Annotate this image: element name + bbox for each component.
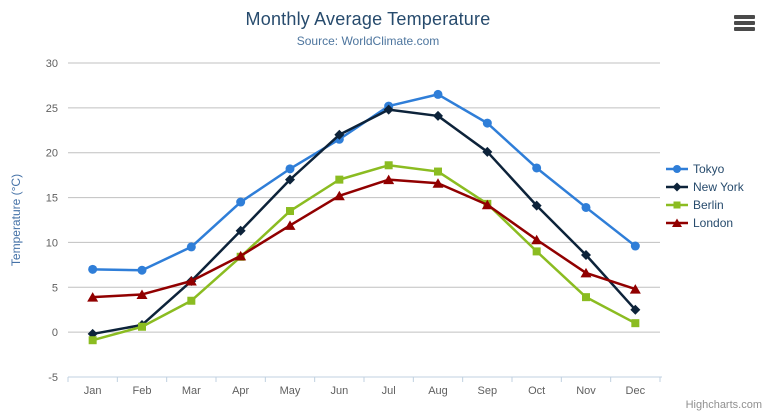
x-axis-label: Oct bbox=[528, 385, 545, 397]
series-berlin[interactable] bbox=[88, 161, 640, 345]
y-axis-label: 10 bbox=[46, 237, 58, 249]
data-point-new-york[interactable] bbox=[482, 146, 493, 157]
data-point-berlin[interactable] bbox=[532, 247, 541, 256]
legend-marker-circle-icon bbox=[666, 165, 688, 173]
chart-subtitle: Source: WorldClimate.com bbox=[296, 34, 440, 48]
series-new-york[interactable] bbox=[87, 104, 641, 339]
data-point-london[interactable] bbox=[235, 250, 247, 261]
legend-label: Tokyo bbox=[693, 162, 725, 176]
y-axis-label: 5 bbox=[52, 282, 58, 294]
y-axis-label: 0 bbox=[52, 327, 58, 339]
data-point-berlin[interactable] bbox=[88, 336, 97, 345]
x-axis-label: Jan bbox=[84, 385, 102, 397]
y-axis-label: 25 bbox=[46, 103, 58, 115]
x-axis-label: Apr bbox=[232, 385, 249, 397]
data-point-tokyo[interactable] bbox=[186, 242, 196, 252]
data-point-london[interactable] bbox=[185, 276, 197, 286]
series-tokyo[interactable] bbox=[88, 89, 640, 275]
data-point-london[interactable] bbox=[87, 292, 99, 302]
data-point-berlin[interactable] bbox=[384, 161, 393, 170]
data-point-new-york[interactable] bbox=[630, 304, 641, 315]
legend-label: New York bbox=[693, 180, 744, 194]
chart-title: Monthly Average Temperature bbox=[245, 9, 491, 29]
x-axis-label: May bbox=[280, 385, 301, 397]
data-point-berlin[interactable] bbox=[434, 167, 442, 176]
y-axis-label: 30 bbox=[46, 58, 58, 70]
x-axis-label: Dec bbox=[626, 385, 646, 397]
y-axis-label: -5 bbox=[48, 372, 58, 384]
data-point-tokyo[interactable] bbox=[285, 164, 295, 174]
data-point-berlin[interactable] bbox=[286, 207, 294, 216]
legend-item-new-york[interactable]: New York bbox=[666, 180, 744, 194]
data-point-london[interactable] bbox=[333, 190, 345, 201]
data-point-london[interactable] bbox=[383, 174, 395, 185]
data-point-berlin[interactable] bbox=[631, 319, 640, 328]
data-point-tokyo[interactable] bbox=[581, 202, 591, 212]
data-point-new-york[interactable] bbox=[235, 225, 246, 236]
menu-bar bbox=[734, 15, 755, 19]
y-axis-label: 20 bbox=[46, 148, 58, 160]
x-axis-label: Nov bbox=[576, 385, 596, 397]
data-point-berlin[interactable] bbox=[582, 293, 590, 302]
x-axis-label: Jul bbox=[382, 385, 396, 397]
menu-bar bbox=[734, 21, 755, 25]
data-point-tokyo[interactable] bbox=[630, 241, 640, 251]
legend-label: Berlin bbox=[693, 198, 724, 212]
data-point-tokyo[interactable] bbox=[482, 118, 492, 128]
legend-label: London bbox=[693, 216, 734, 230]
data-point-tokyo[interactable] bbox=[88, 264, 98, 274]
data-point-tokyo[interactable] bbox=[532, 163, 542, 173]
legend: Tokyo New York Berlin London bbox=[666, 162, 744, 230]
y-axis-label: 15 bbox=[46, 193, 58, 205]
data-point-london[interactable] bbox=[580, 267, 592, 278]
data-point-new-york[interactable] bbox=[383, 104, 394, 115]
legend-item-london[interactable]: London bbox=[666, 216, 744, 230]
x-axis-label: Feb bbox=[133, 385, 152, 397]
x-axis-label: Jun bbox=[330, 385, 348, 397]
x-axis-label: Sep bbox=[478, 385, 498, 397]
data-point-new-york[interactable] bbox=[581, 249, 591, 260]
data-point-london[interactable] bbox=[531, 234, 543, 245]
x-axis-label: Aug bbox=[428, 385, 448, 397]
x-axis-label: Mar bbox=[182, 385, 201, 397]
series-london[interactable] bbox=[87, 174, 641, 302]
data-point-london[interactable] bbox=[136, 289, 148, 299]
data-point-berlin[interactable] bbox=[187, 296, 196, 305]
menu-bar bbox=[734, 27, 755, 31]
data-point-new-york[interactable] bbox=[531, 200, 542, 211]
legend-marker-diamond-icon bbox=[666, 182, 688, 192]
data-point-london[interactable] bbox=[284, 220, 296, 230]
data-point-tokyo[interactable] bbox=[433, 89, 443, 99]
data-point-new-york[interactable] bbox=[285, 174, 295, 185]
legend-item-tokyo[interactable]: Tokyo bbox=[666, 162, 744, 176]
data-point-berlin[interactable] bbox=[335, 175, 344, 184]
hamburger-menu-icon[interactable] bbox=[732, 13, 758, 33]
data-point-new-york[interactable] bbox=[433, 110, 443, 121]
data-point-tokyo[interactable] bbox=[137, 265, 147, 275]
data-point-new-york[interactable] bbox=[334, 129, 345, 140]
legend-marker-square-icon bbox=[666, 201, 688, 209]
data-point-london[interactable] bbox=[432, 178, 444, 188]
legend-item-berlin[interactable]: Berlin bbox=[666, 198, 744, 212]
highcharts-credit[interactable]: Highcharts.com bbox=[685, 399, 762, 411]
data-point-london[interactable] bbox=[481, 199, 493, 210]
data-point-berlin[interactable] bbox=[138, 322, 146, 331]
legend-marker-triangle-icon bbox=[666, 218, 688, 227]
data-point-tokyo[interactable] bbox=[236, 197, 246, 207]
data-point-london[interactable] bbox=[629, 284, 641, 294]
